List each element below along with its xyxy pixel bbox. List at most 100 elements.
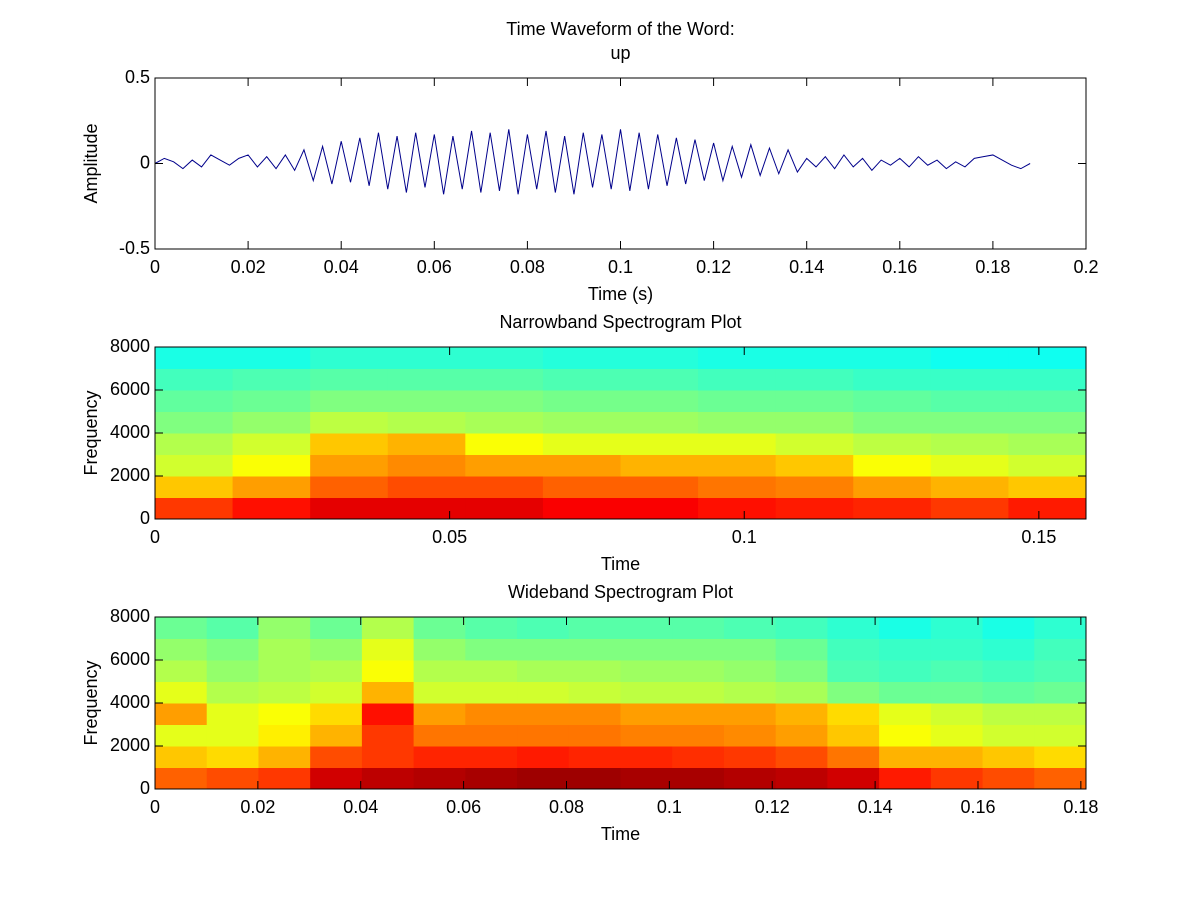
spectrogram-cell (879, 767, 932, 790)
spectrogram-cell (310, 681, 363, 704)
spectrogram-cell (853, 390, 932, 412)
spectrogram-cell (698, 390, 777, 412)
spectrogram-cell (206, 724, 259, 747)
spectrogram-cell (620, 347, 699, 369)
y-axis-label: Frequency (81, 660, 101, 745)
spectrogram-cell (155, 497, 234, 520)
spectrogram-cell (775, 767, 828, 790)
spectrogram-cell (310, 476, 389, 498)
spectrogram-cell (1008, 347, 1087, 369)
spectrogram-cell (361, 660, 415, 682)
spectrogram-cell (155, 411, 234, 434)
spectrogram-cell (206, 703, 259, 725)
spectrogram-cell (853, 347, 932, 369)
spectrogram-cell (827, 638, 880, 661)
x-tick-label: 0.1 (732, 527, 757, 547)
spectrogram-cell (413, 767, 466, 790)
spectrogram-cell (155, 724, 208, 747)
spectrogram-cell (310, 497, 389, 520)
spectrogram-cell (775, 347, 854, 369)
spectrogram-cell (775, 433, 854, 455)
spectrogram-cell (413, 660, 466, 682)
chart-title: Narrowband Spectrogram Plot (499, 312, 741, 332)
spectrogram-cell (672, 617, 725, 639)
spectrogram-cell (879, 746, 932, 768)
x-tick-label: 0.02 (231, 257, 266, 277)
spectrogram-cell (1008, 368, 1087, 391)
y-tick-label: 0 (140, 152, 150, 172)
spectrogram-cell (361, 703, 415, 725)
spectrogram-cell (232, 454, 311, 477)
spectrogram-cell (206, 660, 259, 682)
spectrogram-cell (827, 660, 880, 682)
spectrogram-cell (698, 411, 777, 434)
spectrogram-cell (155, 767, 208, 790)
spectrogram-cell (517, 767, 570, 790)
spectrogram-cell (206, 638, 259, 661)
spectrogram-cell (775, 476, 854, 498)
spectrogram-cell (310, 767, 363, 790)
spectrogram-cell (723, 638, 777, 661)
spectrogram-cell (930, 746, 984, 768)
y-tick-label: -0.5 (119, 238, 150, 258)
spectrogram-cell (620, 724, 673, 747)
spectrogram-cell (853, 497, 932, 520)
spectrogram-cell (413, 617, 466, 639)
spectrogram-cell (827, 703, 880, 725)
x-axis-label: Time (601, 824, 640, 844)
spectrogram-cell (465, 476, 544, 498)
spectrogram-cell (930, 767, 984, 790)
x-tick-label: 0.12 (755, 797, 790, 817)
spectrogram-cell (517, 703, 570, 725)
spectrogram-cell (879, 617, 932, 639)
spectrogram-cell (568, 617, 621, 639)
y-tick-label: 6000 (110, 379, 150, 399)
spectrogram-cell (879, 660, 932, 682)
spectrogram-cell (620, 454, 699, 477)
spectrogram-cell (775, 703, 828, 725)
spectrogram-cell (517, 746, 570, 768)
chart-title: up (610, 43, 630, 63)
spectrogram-cell (1008, 390, 1087, 412)
spectrogram-cell (258, 681, 311, 704)
spectrogram-cell (387, 497, 466, 520)
spectrogram-cell (723, 724, 777, 747)
spectrogram-cell (361, 638, 415, 661)
spectrogram-cell (930, 660, 984, 682)
spectrogram-cell (310, 411, 389, 434)
y-tick-label: 8000 (110, 606, 150, 626)
spectrogram-cell (568, 724, 621, 747)
spectrogram-cell (930, 617, 984, 639)
x-tick-label: 0.18 (1063, 797, 1098, 817)
spectrogram-cell (930, 497, 1009, 520)
spectrogram-cell (413, 638, 466, 661)
spectrogram-cell (232, 497, 311, 520)
spectrogram-cell (982, 617, 1035, 639)
spectrogram-cell (672, 638, 725, 661)
spectrogram-cell (232, 368, 311, 391)
spectrogram-cell (620, 368, 699, 391)
y-axis-label: Amplitude (81, 123, 101, 203)
spectrogram-cell (413, 724, 466, 747)
spectrogram-cell (232, 347, 311, 369)
spectrogram-cell (542, 411, 621, 434)
spectrogram-cell (698, 497, 777, 520)
spectrogram-cell (310, 390, 389, 412)
spectrogram-cell (361, 724, 415, 747)
spectrogram-cell (930, 638, 984, 661)
spectrogram-cell (620, 390, 699, 412)
spectrogram-cell (387, 347, 466, 369)
x-tick-label: 0 (150, 797, 160, 817)
x-tick-label: 0.08 (549, 797, 584, 817)
spectrogram-cell (827, 681, 880, 704)
spectrogram-cell (775, 454, 854, 477)
chart-title: Wideband Spectrogram Plot (508, 582, 733, 602)
spectrogram-cell (775, 497, 854, 520)
spectrogram-cell (465, 433, 544, 455)
spectrogram-cell (1008, 476, 1087, 498)
spectrogram-cell (542, 390, 621, 412)
spectrogram-cell (930, 724, 984, 747)
x-tick-label: 0.05 (432, 527, 467, 547)
spectrogram-cell (827, 746, 880, 768)
spectrogram-cell (698, 476, 777, 498)
